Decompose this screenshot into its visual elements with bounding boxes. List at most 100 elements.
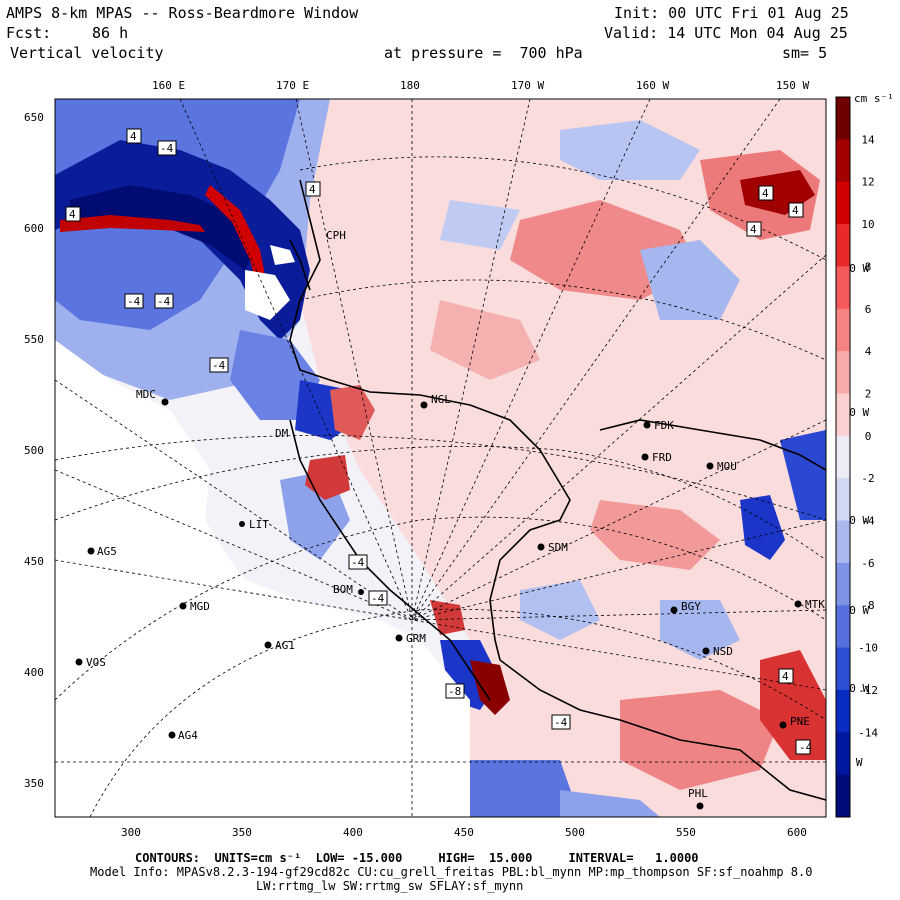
colorbar-block (836, 308, 850, 352)
field-name: Vertical velocity (10, 44, 164, 62)
station-nsd: NSD (702, 645, 733, 658)
top-lon-label: 160 E (152, 79, 185, 92)
station-bgy: BGY (670, 600, 701, 614)
colorbar-block (836, 393, 850, 437)
svg-text:MGD: MGD (190, 600, 210, 613)
contour-label: -4 (551, 714, 571, 730)
svg-text:PHL: PHL (688, 787, 708, 800)
smoothing-value: sm= 5 (782, 44, 828, 62)
contour-label: 4 (746, 221, 762, 237)
coastline (289, 179, 826, 801)
svg-text:4: 4 (792, 204, 799, 217)
svg-text:-4: -4 (371, 592, 385, 605)
station-dm: DM (275, 427, 289, 440)
colorbar-tick-label: 10 (861, 218, 874, 231)
contour-labels: 4 -4 -4 -4 4 4 4 4 -4 4 -4 -4 -4 -8 4 -4 (65, 128, 813, 755)
colorbar-block (836, 139, 850, 183)
init-time: Init: 00 UTC Fri 01 Aug 25 (614, 4, 849, 22)
contour-label: 4 (778, 668, 794, 684)
top-lon-label: 150 W (776, 79, 809, 92)
colorbar-block (836, 647, 850, 691)
top-lon-label: 180 (400, 79, 420, 92)
station-ag1: AG1 (264, 639, 295, 652)
svg-text:VOS: VOS (86, 656, 106, 669)
y-tick-label: 550 (24, 333, 44, 346)
model-title: AMPS 8-km MPAS -- Ross-Beardmore Window (6, 4, 359, 22)
station-vos: VOS (75, 656, 106, 669)
station-mgd: MGD (179, 600, 210, 613)
station-ngl: NGL (420, 393, 451, 409)
svg-text:MTK: MTK (805, 598, 825, 611)
svg-text:-4: -4 (799, 741, 813, 754)
colorbar-block (836, 732, 850, 776)
colorbar-tick-label: 12 (861, 176, 874, 189)
colorbar-block (836, 689, 850, 733)
model-info: Model Info: MPASv8.2.3-194-gf29cd82c CU:… (90, 865, 813, 879)
y-tick-label: 650 (24, 111, 44, 124)
contour-label: -4 (157, 140, 177, 156)
svg-text:-4: -4 (351, 556, 365, 569)
colorbar-block (836, 224, 850, 267)
contour-label: 4 (305, 181, 321, 197)
station-mtk: MTK (794, 598, 825, 611)
forecast-hours: 86 h (92, 24, 129, 42)
colorbar-tick-label: 2 (865, 387, 872, 400)
svg-text:GRM: GRM (406, 632, 426, 645)
station-frd: FRD (641, 451, 672, 464)
contour-label: 4 (758, 185, 774, 201)
contour-label: -8 (445, 683, 465, 699)
top-longitude-labels: 160 E 170 E 180 170 W 160 W 150 W (152, 79, 809, 92)
colorbar-tick-label: 6 (865, 303, 872, 316)
forecast-label: Fcst: (6, 24, 52, 42)
station-pne: PNE (779, 715, 810, 729)
velocity-field (55, 99, 826, 817)
colorbar-block (836, 351, 850, 394)
colorbar-block (836, 520, 850, 564)
radiation-info: LW:rrtmg_lw SW:rrtmg_sw SFLAY:sf_mynn (256, 879, 524, 893)
colorbar-tick-label: -2 (861, 472, 874, 485)
svg-text:-4: -4 (212, 359, 226, 372)
svg-text:LIT: LIT (249, 518, 269, 531)
colorbar-tick-label: 8 (865, 260, 872, 273)
svg-text:4: 4 (750, 223, 757, 236)
plot-frame (54, 98, 827, 818)
svg-text:AG1: AG1 (275, 639, 295, 652)
top-lon-label: 170 W (511, 79, 544, 92)
contours-info: CONTOURS: UNITS=cm s⁻¹ LOW= -15.000 HIGH… (135, 851, 699, 865)
svg-text:FRD: FRD (652, 451, 672, 464)
colorbar-block (836, 605, 850, 649)
svg-text:4: 4 (782, 670, 789, 683)
svg-text:-4: -4 (127, 295, 141, 308)
station-phl: PHL (688, 787, 708, 810)
svg-text:BOM: BOM (333, 583, 353, 596)
colorbar-block (836, 562, 850, 606)
pressure-level: at pressure = 700 hPa (384, 44, 583, 62)
svg-text:SDM: SDM (548, 541, 568, 554)
svg-text:-4: -4 (160, 142, 174, 155)
svg-text:4: 4 (69, 208, 76, 221)
station-ag5: AG5 (87, 545, 117, 558)
svg-text:4: 4 (309, 183, 316, 196)
svg-text:-8: -8 (448, 685, 461, 698)
station-markers: MDC NGL FDK FRD MOU AG5 SDM MGD BGY MTK … (75, 229, 825, 810)
svg-text:AG4: AG4 (178, 729, 198, 742)
top-lon-label: 170 E (276, 79, 309, 92)
svg-text:-4: -4 (157, 295, 171, 308)
colorbar-block (836, 266, 850, 310)
x-tick-label: 400 (343, 826, 363, 839)
svg-text:BGY: BGY (681, 600, 701, 613)
colorbar-tick-labels: 14 12 10 8 6 4 2 0 -2 -4 -6 -8 -10 -12 -14 (858, 133, 878, 739)
colorbar-tick-label: -12 (858, 684, 878, 697)
svg-text:NSD: NSD (713, 645, 733, 658)
colorbar-tick-label: 4 (865, 345, 872, 358)
svg-text:-4: -4 (554, 716, 568, 729)
y-tick-label: 450 (24, 555, 44, 568)
x-tick-label: 300 (121, 826, 141, 839)
colorbar: cm s⁻¹ 14 12 10 8 6 4 2 0 -2 -4 -6 -8 -10 -12 -14 (835, 92, 894, 818)
colorbar-tick-label: -8 (861, 599, 874, 612)
contour-label: -4 (124, 293, 144, 309)
contour-label: -4 (154, 293, 174, 309)
station-bom: BOM (333, 583, 364, 596)
y-tick-label: 500 (24, 444, 44, 457)
